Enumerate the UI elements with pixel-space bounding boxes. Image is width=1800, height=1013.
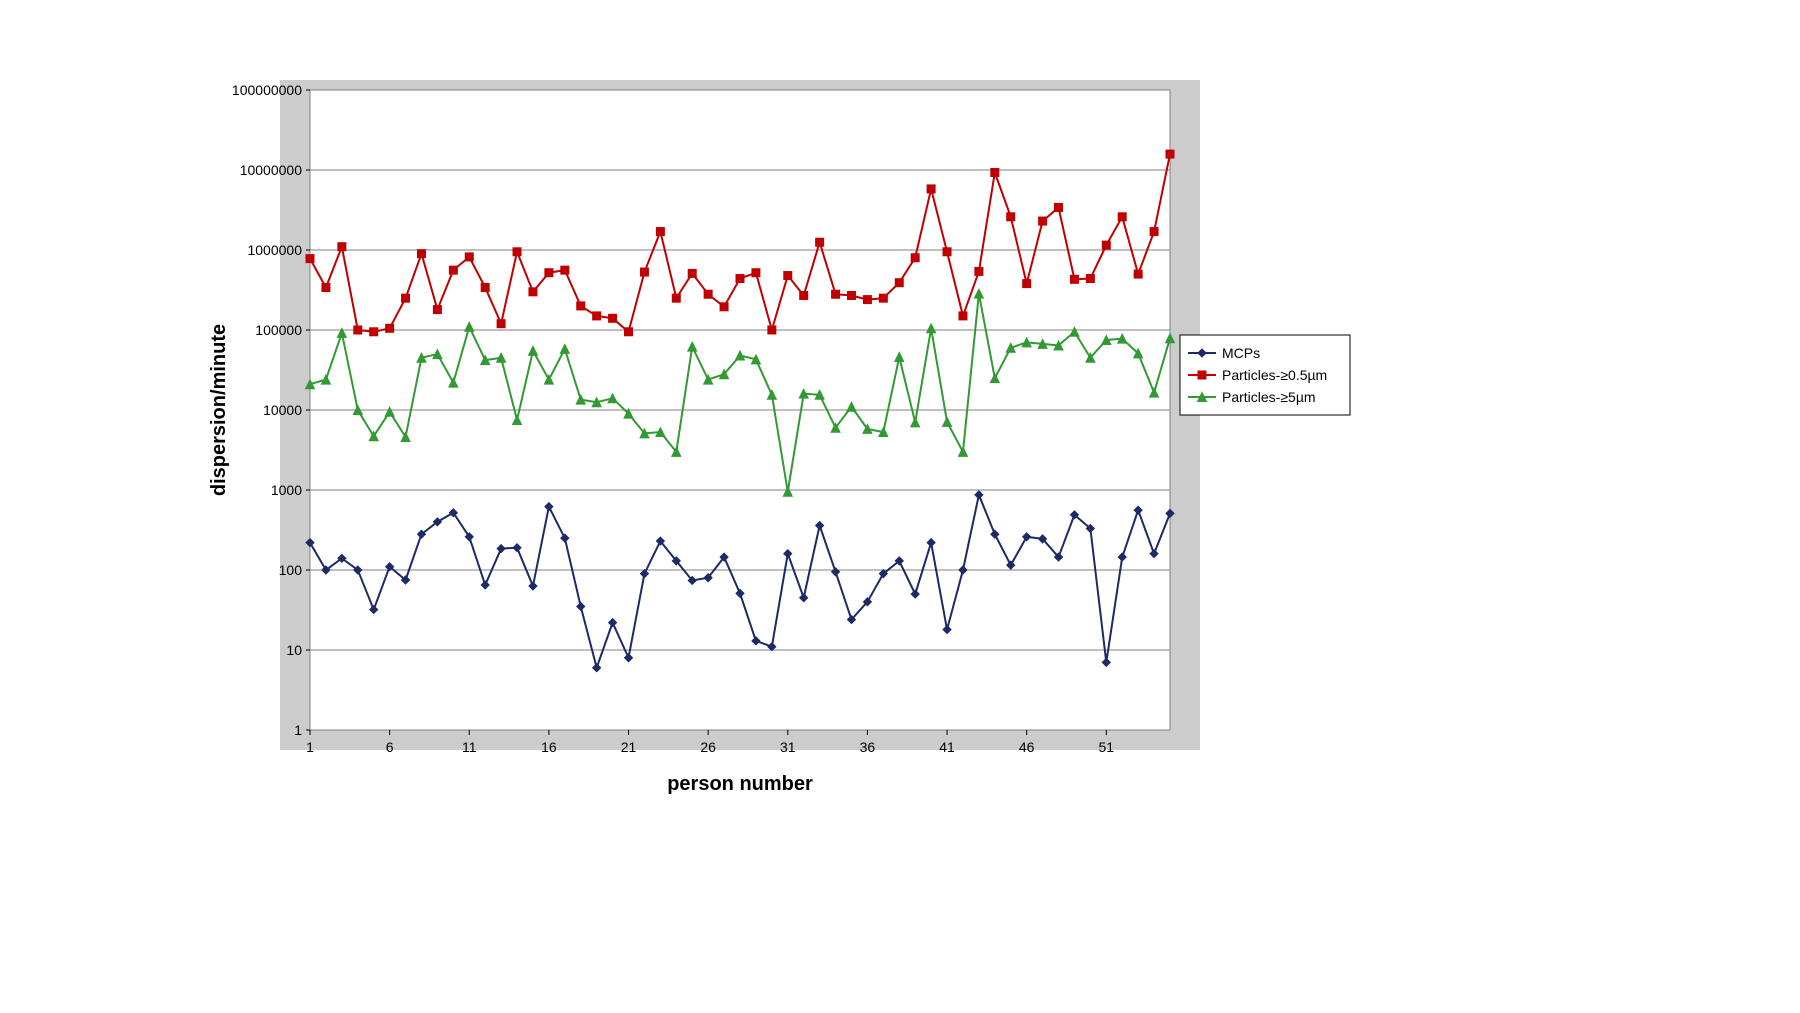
svg-text:10000000: 10000000	[240, 162, 303, 178]
svg-text:100000: 100000	[255, 322, 302, 338]
svg-text:21: 21	[621, 739, 637, 755]
svg-text:dispersion/minute: dispersion/minute	[208, 324, 230, 496]
svg-text:31: 31	[780, 739, 796, 755]
svg-text:11: 11	[462, 739, 477, 755]
svg-text:100000000: 100000000	[232, 82, 302, 98]
dispersion-chart: 1 10 100 1000 10000 100000 1000000 10000000 1000…	[200, 70, 1400, 820]
svg-text:1: 1	[294, 722, 302, 738]
svg-text:46: 46	[1019, 739, 1035, 755]
svg-text:100: 100	[279, 562, 303, 578]
chart-canvas: 1 10 100 1000 10000 100000 1000000 10000000 1000…	[200, 70, 1400, 820]
svg-text:MCPs: MCPs	[1222, 345, 1260, 361]
svg-text:36: 36	[860, 739, 876, 755]
svg-text:person number: person number	[667, 773, 813, 795]
svg-text:16: 16	[541, 739, 557, 755]
svg-text:6: 6	[386, 739, 394, 755]
svg-text:51: 51	[1099, 739, 1115, 755]
svg-text:26: 26	[700, 739, 716, 755]
svg-text:1000000: 1000000	[247, 242, 302, 258]
svg-text:41: 41	[939, 739, 955, 755]
svg-text:10: 10	[286, 642, 302, 658]
svg-text:Particles-≥0.5µm: Particles-≥0.5µm	[1222, 367, 1327, 383]
svg-text:1000: 1000	[271, 482, 302, 498]
svg-text:10000: 10000	[263, 402, 302, 418]
legend: MCPs Particles-≥0.5µm Particles-≥5µm	[1180, 335, 1350, 415]
svg-text:Particles-≥5µm: Particles-≥5µm	[1222, 389, 1316, 405]
svg-text:1: 1	[306, 739, 314, 755]
